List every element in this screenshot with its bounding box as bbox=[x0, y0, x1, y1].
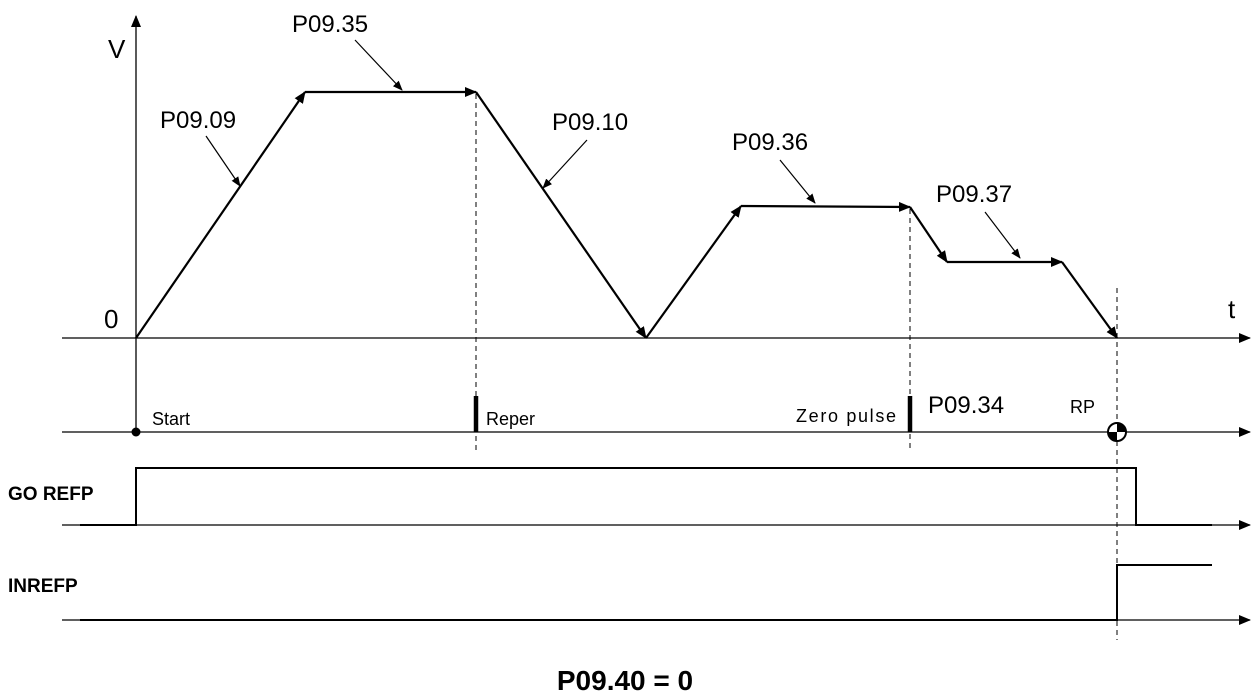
footer-condition: P09.40 = 0 bbox=[557, 665, 693, 696]
speed-mid-pointer bbox=[779, 159, 816, 204]
signal-label-inrefp: INREFP bbox=[8, 576, 78, 597]
inrefp-waveform bbox=[80, 564, 1212, 621]
param-label-speed-low: P09.37 bbox=[936, 181, 1012, 208]
reverse-accel-ramp bbox=[645, 205, 742, 339]
event-label-zero-pulse: Zero pulse bbox=[796, 406, 896, 426]
event-label-start: Start bbox=[152, 409, 190, 429]
param-label-accel: P09.09 bbox=[160, 107, 236, 134]
accel-pointer bbox=[205, 135, 241, 187]
param-label-offset: P09.34 bbox=[928, 392, 1004, 419]
velocity-axis-label: V bbox=[108, 34, 126, 64]
time-axis-label: t bbox=[1228, 294, 1236, 324]
param-label-speed-mid: P09.36 bbox=[732, 129, 808, 156]
decel-ramp bbox=[475, 91, 647, 339]
event-label-reper: Reper bbox=[486, 409, 535, 429]
start-dot bbox=[131, 427, 141, 437]
go-refp-waveform bbox=[80, 467, 1212, 526]
param-label-decel: P09.10 bbox=[552, 109, 628, 136]
origin-label: 0 bbox=[104, 304, 118, 334]
final-decel-ramp bbox=[1061, 261, 1118, 339]
speed-low-pointer bbox=[984, 211, 1021, 259]
param-label-speed-high: P09.35 bbox=[292, 11, 368, 38]
decel-pointer bbox=[542, 139, 588, 189]
mid-speed-plateau bbox=[740, 201, 911, 212]
step-down-ramp bbox=[909, 206, 948, 263]
accel-ramp bbox=[135, 91, 306, 339]
signal-label-go-refp: GO REFP bbox=[8, 484, 94, 505]
event-label-rp: RP bbox=[1070, 397, 1095, 417]
reference-point-icon bbox=[1107, 422, 1127, 442]
speed-high-pointer bbox=[354, 39, 403, 91]
